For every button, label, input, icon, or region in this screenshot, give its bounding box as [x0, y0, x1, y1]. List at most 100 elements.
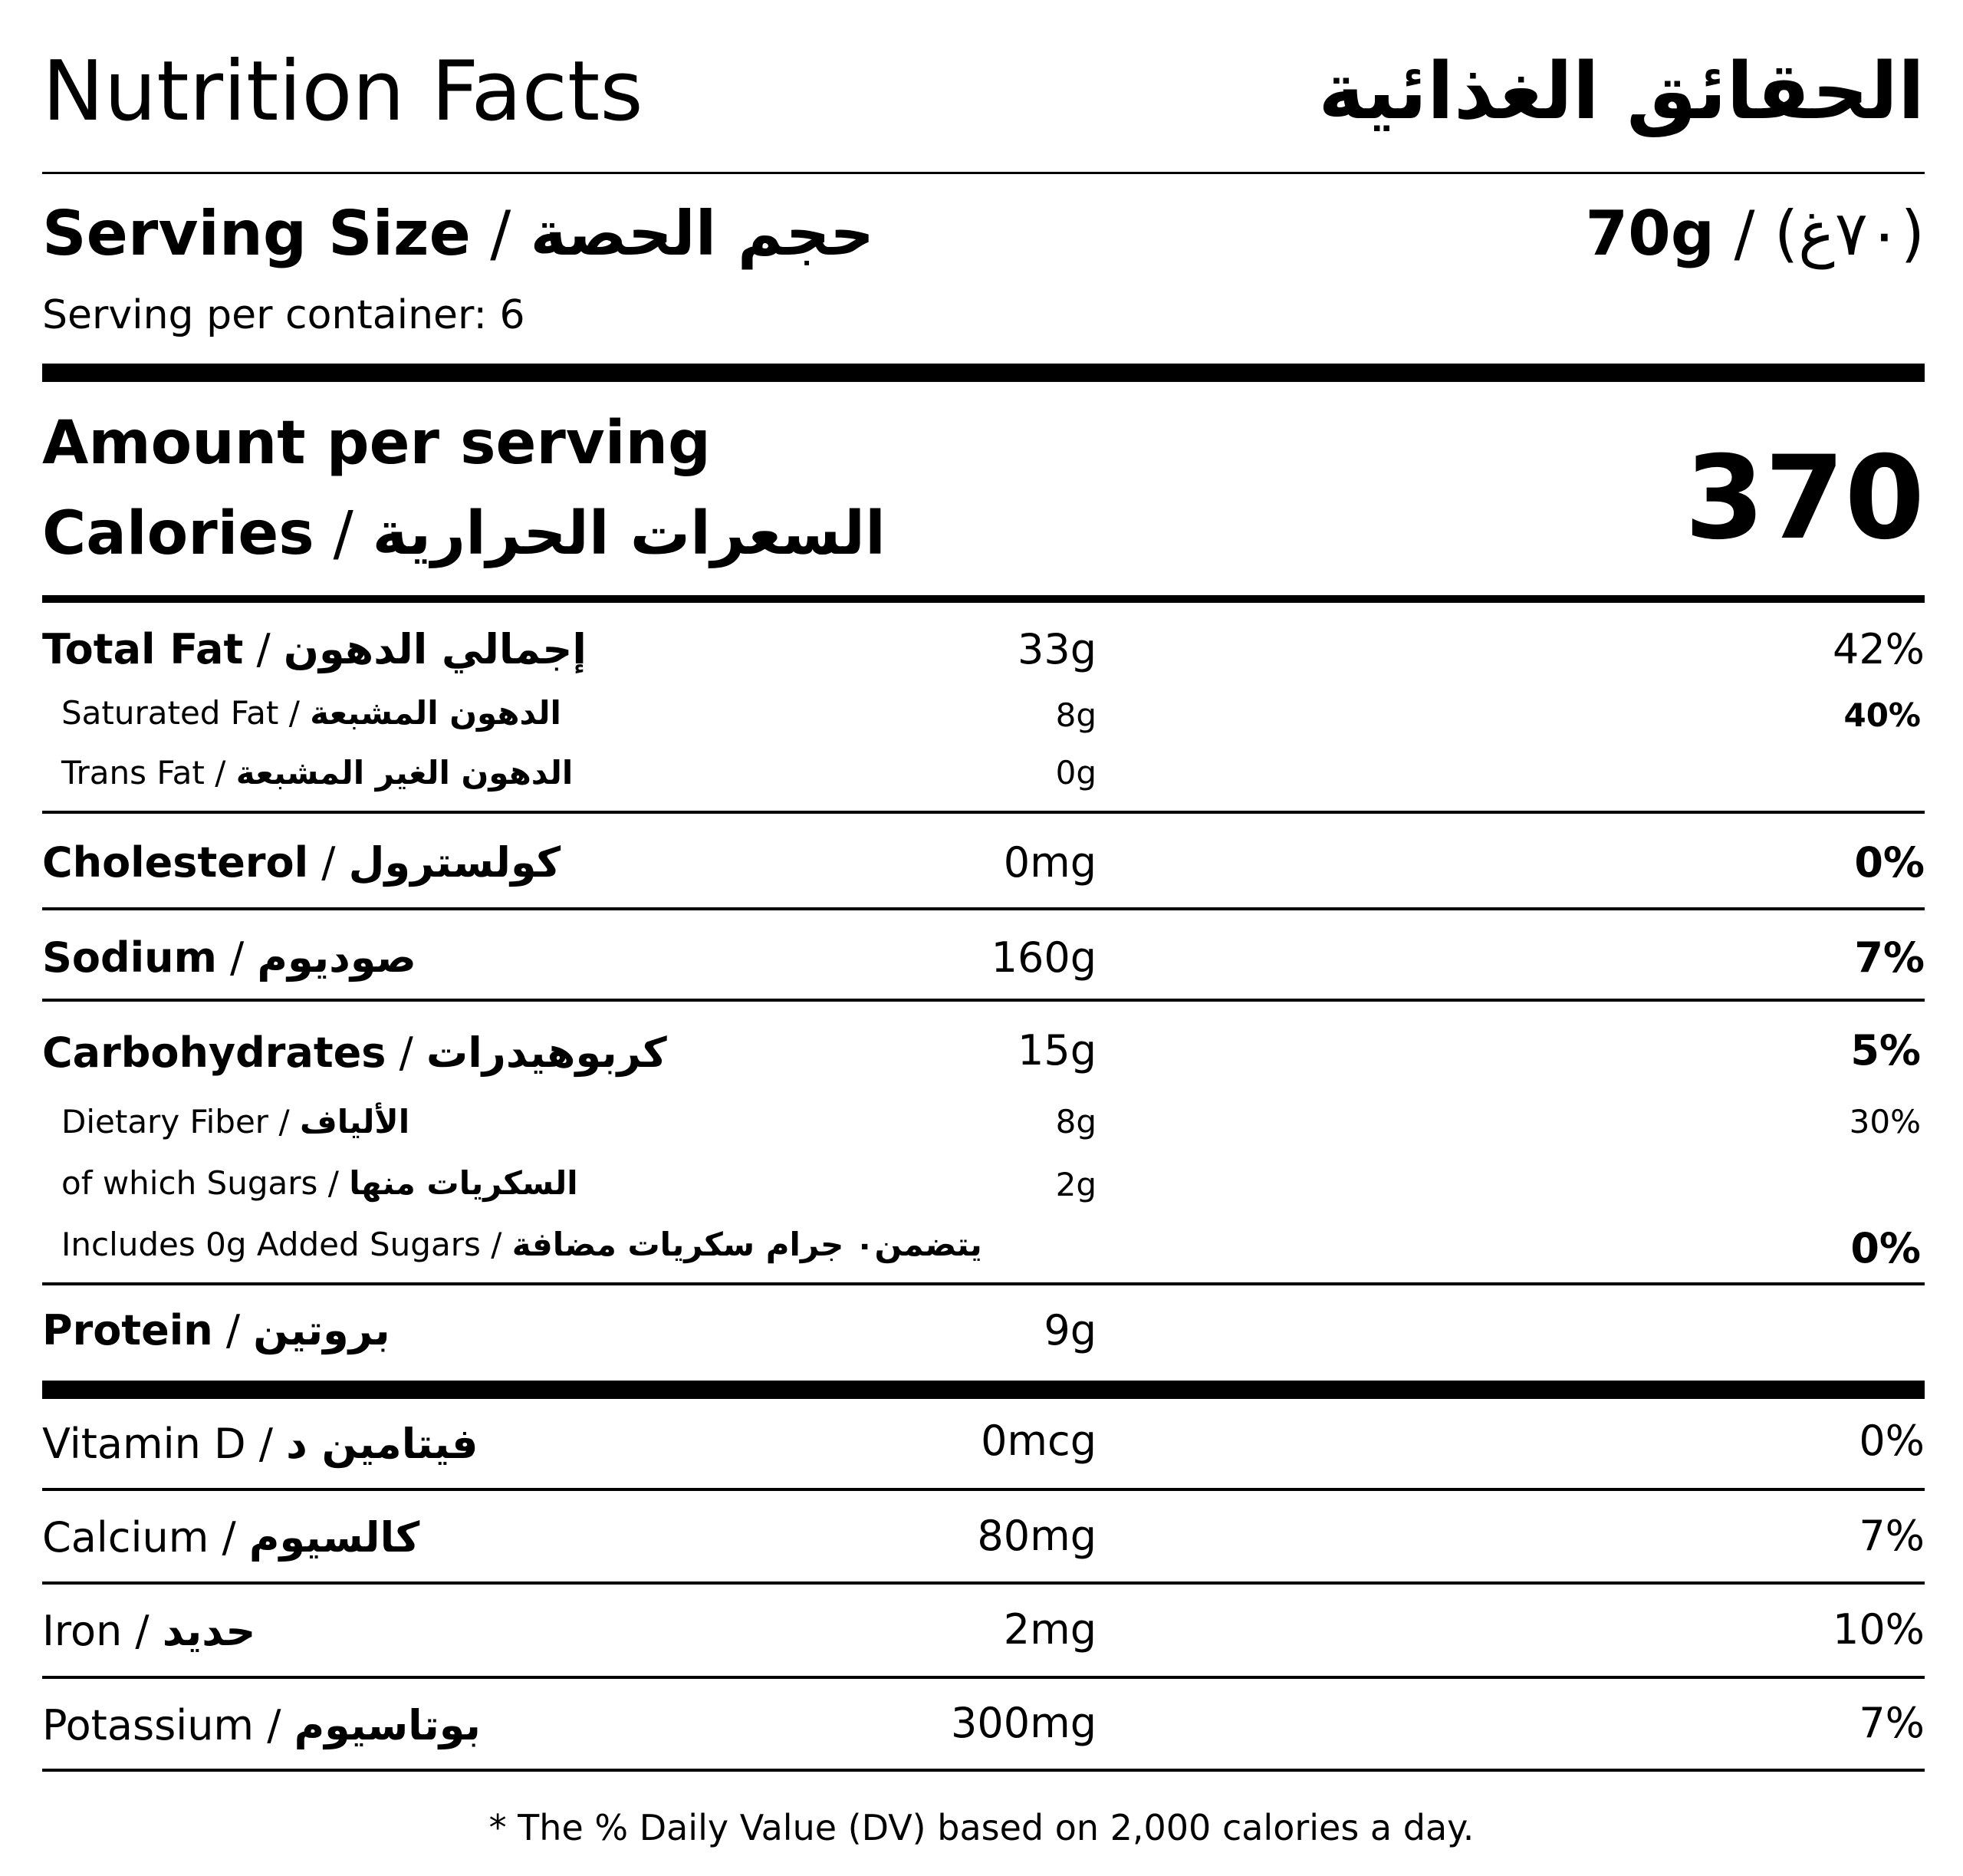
separator: /	[222, 1513, 236, 1562]
vitamin-row-iron: Iron / حديد	[42, 1604, 255, 1658]
divider-calories	[42, 595, 1925, 603]
divider-row	[42, 1581, 1925, 1585]
vitamin-dv: 7%	[1859, 1512, 1925, 1560]
calories-label-ar: السعرات الحرارية	[372, 499, 886, 568]
nutrient-name-en: Cholesterol	[42, 838, 309, 887]
vitamin-amount: 300mg	[951, 1699, 1097, 1747]
separator: /	[327, 1164, 339, 1202]
divider-row	[42, 1282, 1925, 1285]
serving-size-value: 70g / (٧٠غ)	[1585, 196, 1925, 272]
nutrient-row-saturated-fat: Saturated Fat / الدهون المشبعة	[61, 690, 561, 736]
nutrient-name-ar: الدهون الغير المشبعة	[235, 754, 574, 792]
nutrient-name-en: Dietary Fiber	[61, 1103, 269, 1140]
separator: /	[230, 933, 245, 982]
servings-per-container: Serving per container: 6	[42, 292, 525, 338]
separator: /	[491, 1226, 502, 1263]
amount-per-serving: Amount per serving	[42, 409, 711, 478]
vitamin-row-vitamin-d: Vitamin D / فيتامين د	[42, 1417, 478, 1471]
separator: /	[258, 1420, 273, 1468]
separator: /	[278, 1103, 290, 1140]
nutrient-name-en: Saturated Fat	[61, 694, 279, 732]
nutrient-name-en: Total Fat	[42, 625, 244, 673]
vitamin-row-calcium: Calcium / كالسيوم	[42, 1511, 419, 1565]
nutrient-row-cholesterol: Cholesterol / كولسترول	[42, 836, 561, 890]
vitamin-name-en: Iron	[42, 1607, 123, 1655]
nutrient-name-ar: كربوهيدرات	[426, 1029, 667, 1077]
divider-thick-vitamins	[42, 1381, 1925, 1399]
nutrient-dv: 0%	[1854, 838, 1925, 887]
title-ar: الحقائق الغذائية	[1318, 46, 1925, 137]
nutrient-row-dietary-fiber: Dietary Fiber / الألياف	[61, 1099, 409, 1145]
separator: /	[333, 499, 353, 568]
separator: /	[225, 1306, 241, 1354]
vitamin-amount: 2mg	[1003, 1605, 1097, 1654]
vitamin-dv: 10%	[1832, 1605, 1925, 1654]
vitamin-name-ar: بوتاسيوم	[294, 1701, 481, 1749]
nutrient-dv: 40%	[1843, 696, 1921, 734]
serving-size-row: Serving Size / حجم الحصة	[42, 196, 874, 272]
nutrient-name-ar: السكريات منها	[349, 1164, 578, 1202]
nutrient-name-en: Includes 0g Added Sugars	[61, 1226, 481, 1263]
nutrient-name-en: Protein	[42, 1306, 213, 1354]
separator: /	[256, 625, 271, 673]
divider-row	[42, 907, 1925, 910]
nutrient-name-en: Trans Fat	[61, 754, 205, 792]
nutrient-amount: 2g	[1055, 1166, 1097, 1203]
nutrient-row-trans-fat: Trans Fat / الدهون الغير المشبعة	[61, 750, 573, 796]
nutrient-row-protein: Protein / بروتين	[42, 1304, 390, 1358]
divider-bottom	[42, 1769, 1925, 1772]
nutrient-row-sugars: of which Sugars / السكريات منها	[61, 1160, 578, 1206]
nutrient-dv: 42%	[1832, 625, 1925, 673]
serving-size-label-en: Serving Size	[42, 198, 471, 269]
nutrient-amount: 9g	[1044, 1306, 1097, 1354]
nutrient-amount: 15g	[1018, 1026, 1097, 1075]
separator: /	[321, 838, 336, 887]
vitamin-name-en: Vitamin D	[42, 1420, 246, 1468]
calories-label: Calories / السعرات الحرارية	[42, 495, 886, 572]
nutrient-amount: 0g	[1055, 754, 1097, 792]
divider-row	[42, 999, 1925, 1002]
serving-size-value-ar: (٧٠غ)	[1774, 198, 1925, 269]
divider-row	[42, 811, 1925, 814]
divider-row	[42, 1488, 1925, 1491]
nutrient-row-added-sugars: Includes 0g Added Sugars / يتضمن٠ جرام س…	[61, 1222, 982, 1268]
nutrient-name-ar: يتضمن٠ جرام سكريات مضافة	[511, 1226, 982, 1263]
nutrient-dv: 5%	[1850, 1026, 1921, 1075]
nutrient-dv: 0%	[1850, 1224, 1921, 1272]
nutrient-name-en: Sodium	[42, 933, 217, 982]
serving-size-value-en: 70g	[1585, 198, 1715, 269]
nutrient-amount: 33g	[1018, 625, 1097, 673]
calories-label-en: Calories	[42, 499, 314, 568]
footnote: * The % Daily Value (DV) based on 2,000 …	[488, 1807, 1475, 1848]
calories-value: 370	[1684, 432, 1925, 565]
nutrient-row-sodium: Sodium / صوديوم	[42, 931, 416, 985]
vitamin-row-potassium: Potassium / بوتاسيوم	[42, 1699, 481, 1753]
nutrient-dv: 30%	[1849, 1103, 1921, 1140]
vitamin-amount: 0mcg	[981, 1417, 1097, 1465]
vitamin-name-ar: حديد	[162, 1607, 256, 1655]
separator: /	[267, 1701, 281, 1749]
nutrient-amount: 160g	[991, 933, 1097, 982]
divider-thick-top	[42, 364, 1925, 382]
separator: /	[490, 198, 511, 269]
vitamin-name-en: Potassium	[42, 1701, 255, 1749]
vitamin-amount: 80mg	[977, 1512, 1097, 1560]
nutrient-name-ar: الألياف	[299, 1103, 410, 1140]
nutrient-amount: 0mg	[1003, 838, 1097, 887]
separator: /	[288, 694, 300, 732]
nutrient-name-en: Carbohydrates	[42, 1029, 386, 1077]
nutrient-name-ar: كولسترول	[348, 838, 561, 887]
vitamin-dv: 7%	[1859, 1699, 1925, 1747]
nutrient-amount: 8g	[1055, 1103, 1097, 1140]
divider-header	[42, 172, 1925, 174]
nutrient-name-en: of which Sugars	[61, 1164, 318, 1202]
vitamin-name-ar: كالسيوم	[248, 1513, 420, 1562]
separator: /	[1734, 198, 1755, 269]
divider-row	[42, 1676, 1925, 1679]
separator: /	[399, 1029, 413, 1077]
nutrient-name-ar: الدهون المشبعة	[310, 694, 561, 732]
nutrient-dv: 7%	[1854, 933, 1925, 982]
nutrient-row-carbohydrates: Carbohydrates / كربوهيدرات	[42, 1026, 667, 1080]
separator: /	[215, 754, 226, 792]
